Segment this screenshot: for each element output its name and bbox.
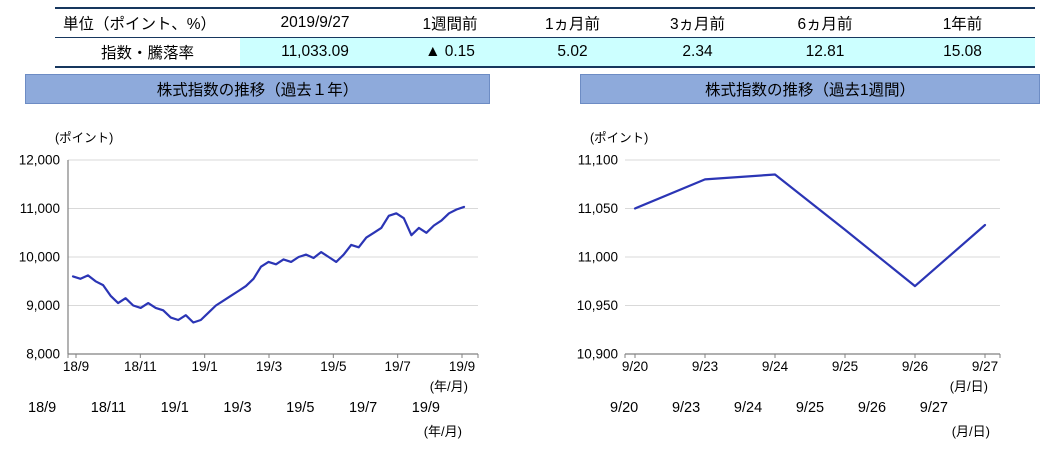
x-tick-label: 19/1 xyxy=(192,359,218,374)
value-1year: 15.08 xyxy=(890,37,1035,67)
y-tick-label: 11,000 xyxy=(578,250,618,265)
line-chart-past-week: 10,900 10,950 11,000 11,050 11,100 9/20 9/23 9/… xyxy=(577,153,1001,394)
y-tick-label: 8,000 xyxy=(26,347,60,362)
y-tick-label: 11,100 xyxy=(578,153,618,168)
x-tick-label-row2: 19/5 xyxy=(286,400,315,416)
line-chart-past-year: 8,000 9,000 10,000 11,000 12,000 18/9 18/11 19/… xyxy=(19,153,479,394)
x-tick-label: 9/26 xyxy=(902,359,928,374)
x-tick-label: 19/7 xyxy=(385,359,411,374)
x-tick-label-row2: 18/9 xyxy=(28,400,57,416)
y-tick-label: 11,050 xyxy=(578,201,618,216)
x-tick-label: 19/3 xyxy=(256,359,282,374)
chart-title-past-week: 株式指数の推移（過去1週間） xyxy=(580,74,1040,104)
x-axis-labels-row2: 9/20 9/23 9/24 9/25 9/26 9/27 xyxy=(610,400,948,416)
index-summary-table: 単位（ポイント、%） 2019/9/27 1週間前 1ヵ月前 3ヵ月前 6ヵ月前… xyxy=(55,7,1035,68)
chart-title-past-year: 株式指数の推移（過去１年） xyxy=(25,74,490,104)
x-tick-label: 9/24 xyxy=(762,359,789,374)
value-current: 11,033.09 xyxy=(240,37,390,67)
x-tick-label-row2: 19/3 xyxy=(223,400,252,416)
x-tick-label-row2: 9/24 xyxy=(733,400,763,416)
table-value-row: 指数・騰落率 11,033.09 ▲ 0.15 5.02 2.34 12.81 … xyxy=(55,37,1035,67)
value-6month: 12.81 xyxy=(760,37,890,67)
y-tick-label: 10,900 xyxy=(577,347,618,362)
x-tick-label-row2: 19/7 xyxy=(348,400,378,416)
x-tick-label: 9/20 xyxy=(622,359,648,374)
series-line xyxy=(633,173,987,288)
table-header-1week: 1週間前 xyxy=(390,8,510,38)
value-1month: 5.02 xyxy=(510,37,635,67)
y-axis-unit-label: (ポイント) xyxy=(590,131,649,145)
table-header-unit: 単位（ポイント、%） xyxy=(55,8,240,38)
x-axis-labels-row2: 18/9 18/11 19/1 19/3 19/5 19/7 19/9 xyxy=(28,400,440,416)
table-header-1month: 1ヵ月前 xyxy=(510,8,635,38)
x-tick-label-row2: 9/20 xyxy=(610,400,639,416)
chart-past-week: (ポイント) 10,900 10,950 11,000 11,050 11,100 9/2… xyxy=(562,128,1042,440)
y-axis-unit-label: (ポイント) xyxy=(55,131,114,145)
x-tick-label-row2: 9/26 xyxy=(857,400,887,416)
series-line xyxy=(71,205,466,324)
table-header-6month: 6ヵ月前 xyxy=(760,8,890,38)
x-tick-label: 19/9 xyxy=(449,359,475,374)
x-tick-label-row2: 9/27 xyxy=(919,400,948,416)
x-tick-label: 9/25 xyxy=(832,359,858,374)
x-tick-label-row2: 9/25 xyxy=(795,400,825,416)
x-tick-label: 9/27 xyxy=(972,359,998,374)
table-header-row: 単位（ポイント、%） 2019/9/27 1週間前 1ヵ月前 3ヵ月前 6ヵ月前… xyxy=(55,8,1035,38)
x-tick-label-row2: 19/9 xyxy=(411,400,440,416)
table-header-3month: 3ヵ月前 xyxy=(635,8,760,38)
y-tick-label: 9,000 xyxy=(26,298,60,313)
x-tick-label: 18/11 xyxy=(124,359,157,374)
x-tick-label-row2: 19/1 xyxy=(160,400,189,416)
x-tick-label: 9/23 xyxy=(692,359,718,374)
value-1week: ▲ 0.15 xyxy=(390,37,510,67)
x-axis-unit-label: (月/日) xyxy=(950,379,988,394)
x-tick-label: 19/5 xyxy=(320,359,346,374)
x-axis-unit-label-row2: (年/月) xyxy=(423,424,462,439)
table-header-1year: 1年前 xyxy=(890,8,1035,38)
chart-past-year: (ポイント) 8,000 9,000 10,000 11,000 12,000 18/9 1… xyxy=(0,128,500,440)
y-tick-label: 10,000 xyxy=(19,250,60,265)
x-axis-unit-label-row2: (月/日) xyxy=(951,424,990,439)
table-row-label: 指数・騰落率 xyxy=(100,45,194,62)
x-axis-unit-label: (年/月) xyxy=(430,379,468,394)
x-tick-label-row2: 18/11 xyxy=(90,400,127,416)
y-tick-label: 11,000 xyxy=(20,201,60,216)
y-tick-label: 10,950 xyxy=(577,298,618,313)
y-tick-label: 12,000 xyxy=(19,153,60,168)
table-header-date: 2019/9/27 xyxy=(240,8,390,38)
value-3month: 2.34 xyxy=(635,37,760,67)
x-tick-label-row2: 9/23 xyxy=(671,400,701,416)
x-tick-label: 18/9 xyxy=(63,359,89,374)
